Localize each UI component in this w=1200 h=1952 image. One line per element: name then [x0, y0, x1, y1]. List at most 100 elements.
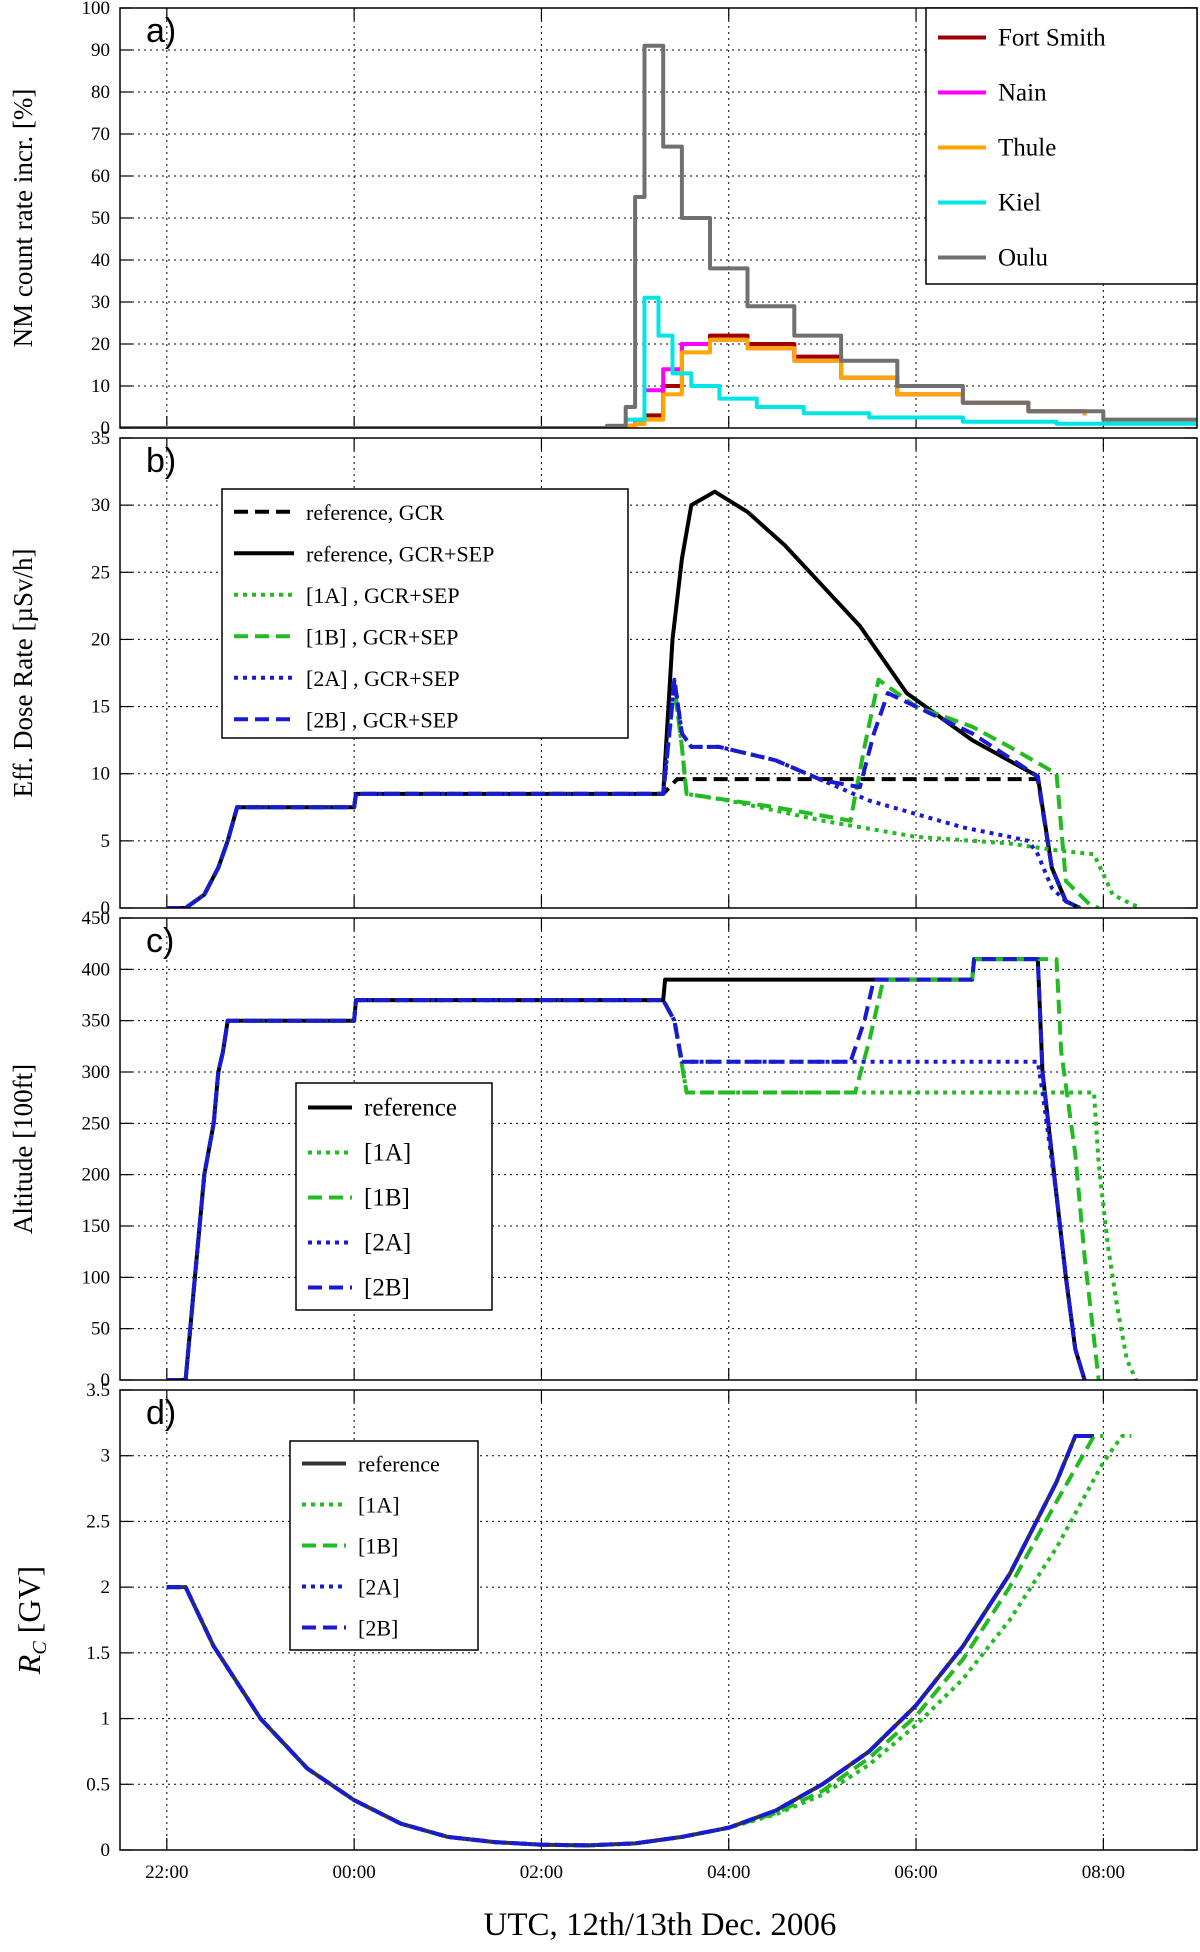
tick-marks: [120, 917, 1197, 1381]
y-tick-label: 0.5: [86, 1774, 110, 1795]
legend-label: reference: [358, 1452, 440, 1477]
x-tick-label: 00:00: [332, 1862, 375, 1883]
legend-label: [2A]: [358, 1575, 400, 1600]
tick-marks: [120, 1389, 1197, 1851]
x-tick-labels: 22:00 00:00 02:00 04:00 06:00 08:00: [145, 1862, 1125, 1883]
legend-label: reference: [364, 1095, 457, 1122]
y-tick-label: 1: [101, 1709, 111, 1730]
legend: reference, GCR reference, GCR+SEP [1A] , G…: [221, 488, 629, 739]
series-line-thule: [354, 337, 1087, 428]
legend-label: Thule: [998, 135, 1056, 162]
y-tick-label: 0: [101, 1370, 111, 1391]
legend-label: reference, GCR+SEP: [306, 541, 494, 566]
series-group: [166, 957, 1138, 1380]
panel-label: c): [146, 922, 174, 960]
legend-label: [1A]: [358, 1493, 400, 1518]
y-tick-label: 90: [91, 40, 110, 61]
grid: [120, 918, 1197, 1380]
y-tick-label: 35: [91, 428, 110, 449]
y-tick-label: 300: [82, 1062, 111, 1083]
y-tick-label: 3.5: [86, 1380, 110, 1401]
legend-label: Nain: [998, 80, 1047, 107]
panel-label: d): [146, 1394, 176, 1432]
panel-c: 0 50 100 150 200 250 300 350 400 450 c) Altitude [1…: [8, 908, 1198, 1391]
legend-label: Fort Smith: [998, 25, 1106, 52]
series-line-oulu: [120, 43, 1197, 428]
y-axis-label: Eff. Dose Rate [µSv/h]: [8, 548, 38, 797]
y-tick-label: 30: [91, 495, 110, 516]
y-tick-label: 100: [82, 1267, 111, 1288]
panel-a: 0 10 20 30 40 50 60 70 80 90 100 a) NM count rate in…: [8, 0, 1198, 439]
series-group: [120, 43, 1197, 428]
y-axis-label: Altitude [100ft]: [8, 1064, 38, 1234]
legend-label: [2B]: [364, 1275, 410, 1302]
y-tick-label: 15: [91, 697, 110, 718]
y-tick-labels: 0 50 100 150 200 250 300 350 400 450: [82, 908, 111, 1391]
y-tick-label: 1.5: [86, 1643, 110, 1664]
series-line-2b: [166, 957, 1087, 1380]
y-tick-labels: 0 10 20 30 40 50 60 70 80 90 100: [82, 0, 111, 439]
legend-label: [2A]: [364, 1230, 411, 1257]
y-tick-label: 2.5: [86, 1511, 110, 1532]
y-tick-label: 100: [82, 0, 111, 19]
panel-b: 0 5 10 15 20 25 30 35 b) Eff. Dose Rate [µSv/h] re…: [8, 428, 1198, 919]
series-line-nain: [354, 337, 1087, 428]
panel-d: 0 0.5 1 1.5 2 2.5 3 3.5 d) RC [GV] reference [1A] [1…: [11, 1380, 1198, 1861]
x-tick-label: 22:00: [145, 1862, 188, 1883]
plot-frame: [119, 437, 1198, 909]
x-axis-label: UTC, 12th/13th Dec. 2006: [484, 1907, 837, 1943]
y-tick-label: 10: [91, 376, 110, 397]
y-tick-label: 250: [82, 1113, 111, 1134]
y-tick-label: 80: [91, 82, 110, 103]
y-tick-label: 70: [91, 124, 110, 145]
y-axis-label: NM count rate incr. [%]: [8, 89, 38, 348]
y-tick-label: 10: [91, 764, 110, 785]
y-tick-label: 60: [91, 166, 110, 187]
series-line-2b: [166, 1434, 1094, 1848]
y-tick-labels: 0 5 10 15 20 25 30 35: [91, 428, 110, 919]
legend: reference [1A] [1B] [2A] [2B]: [289, 1440, 479, 1651]
legend-box: [289, 1440, 479, 1651]
y-tick-label: 50: [91, 208, 110, 229]
series-line-2b-gcr-sep: [166, 677, 1081, 908]
x-tick-label: 06:00: [894, 1862, 937, 1883]
legend-label: Kiel: [998, 190, 1041, 217]
plot-frame: [119, 917, 1198, 1381]
series-group: [166, 1434, 1132, 1848]
x-tick-label: 08:00: [1082, 1862, 1125, 1883]
y-axis-label: RC [GV]: [11, 1566, 51, 1675]
legend-label: [1B] , GCR+SEP: [306, 624, 458, 649]
y-tick-label: 0: [101, 418, 111, 439]
y-tick-label: 20: [91, 629, 110, 650]
legend-label: reference, GCR: [306, 500, 444, 525]
series-line-reference-gcr: [166, 777, 1081, 908]
legend-label: [1B]: [364, 1185, 410, 1212]
series-line-kiel: [307, 295, 1197, 428]
y-tick-labels: 0 0.5 1 1.5 2 2.5 3 3.5: [86, 1380, 110, 1861]
panel-label: b): [146, 442, 176, 480]
y-tick-label: 40: [91, 250, 110, 271]
legend-label: [2B]: [358, 1616, 398, 1641]
y-tick-label: 3: [101, 1446, 111, 1467]
y-tick-label: 450: [82, 908, 111, 929]
x-tick-label: 02:00: [520, 1862, 563, 1883]
legend: reference [1A] [1B] [2A] [2B]: [295, 1082, 493, 1311]
grid: [120, 1390, 1197, 1850]
y-tick-label: 5: [101, 831, 111, 852]
legend: Fort Smith Nain Thule Kiel Oulu: [925, 7, 1198, 285]
legend-label: [1B]: [358, 1534, 398, 1559]
y-tick-label: 50: [91, 1319, 110, 1340]
y-tick-label: 150: [82, 1216, 111, 1237]
legend-label: [1A] , GCR+SEP: [306, 583, 460, 608]
legend-label: [2B] , GCR+SEP: [306, 707, 458, 732]
panel-label: a): [146, 12, 176, 50]
x-tick-label: 04:00: [707, 1862, 750, 1883]
legend-box: [295, 1082, 493, 1311]
y-tick-label: 25: [91, 562, 110, 583]
y-tick-label: 200: [82, 1165, 111, 1186]
y-tick-label: 0: [101, 898, 111, 919]
series-group: [166, 489, 1142, 908]
series-line-reference: [166, 957, 1087, 1380]
y-tick-label: 0: [101, 1840, 111, 1861]
